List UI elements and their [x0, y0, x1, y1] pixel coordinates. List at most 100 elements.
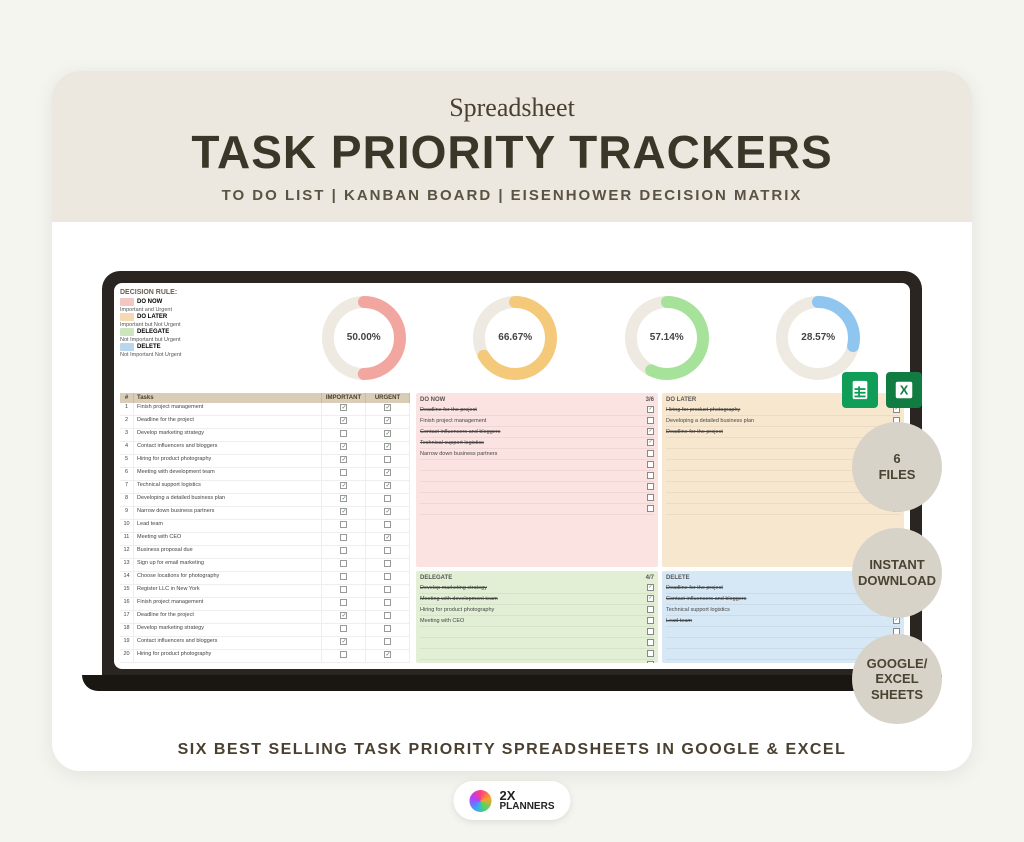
urgent-checkbox[interactable] — [384, 417, 391, 424]
svg-text:X: X — [900, 383, 909, 398]
script-label: Spreadsheet — [82, 93, 942, 123]
task-name: Develop marketing strategy — [134, 624, 322, 636]
legend-item: DELEGATE — [120, 328, 270, 336]
subtitle: TO DO LIST | KANBAN BOARD | EISENHOWER D… — [82, 187, 942, 204]
task-name: Finish project management — [134, 598, 322, 610]
important-checkbox[interactable] — [340, 534, 347, 541]
quad-checkbox[interactable] — [647, 439, 654, 446]
urgent-checkbox[interactable] — [384, 456, 391, 463]
quad-title: DELEGATE — [420, 575, 452, 581]
important-checkbox[interactable] — [340, 482, 347, 489]
quad-checkbox[interactable] — [647, 617, 654, 624]
legend-swatch — [120, 298, 134, 306]
feature-badge: GOOGLE/EXCELSHEETS — [852, 634, 942, 724]
urgent-checkbox[interactable] — [384, 443, 391, 450]
table-row: 13 Sign up for email marketing — [120, 559, 410, 572]
urgent-checkbox[interactable] — [384, 547, 391, 554]
important-checkbox[interactable] — [340, 573, 347, 580]
urgent-checkbox[interactable] — [384, 469, 391, 476]
quad-checkbox[interactable] — [647, 417, 654, 424]
urgent-checkbox[interactable] — [384, 638, 391, 645]
task-name: Deadline for the project — [134, 416, 322, 428]
important-checkbox[interactable] — [340, 651, 347, 658]
quad-item: Deadline for the project — [420, 405, 654, 416]
footer-text: SIX BEST SELLING TASK PRIORITY SPREADSHE… — [52, 729, 972, 771]
quad-item: Contact influencers and bloggers — [420, 427, 654, 438]
urgent-checkbox[interactable] — [384, 495, 391, 502]
important-checkbox[interactable] — [340, 560, 347, 567]
urgent-checkbox[interactable] — [384, 573, 391, 580]
task-name: Hiring for product photography — [134, 650, 322, 662]
legend-desc: Not Important Not Urgent — [120, 352, 270, 358]
table-row: 5 Hiring for product photography — [120, 455, 410, 468]
urgent-checkbox[interactable] — [384, 404, 391, 411]
quad-checkbox[interactable] — [647, 584, 654, 591]
task-name: Narrow down business partners — [134, 507, 322, 519]
urgent-checkbox[interactable] — [384, 534, 391, 541]
google-sheets-icon — [842, 372, 878, 408]
important-checkbox[interactable] — [340, 547, 347, 554]
important-checkbox[interactable] — [340, 495, 347, 502]
task-name: Develop marketing strategy — [134, 429, 322, 441]
urgent-checkbox[interactable] — [384, 625, 391, 632]
donut-percent: 57.14% — [650, 332, 684, 343]
donut-percent: 66.67% — [498, 332, 532, 343]
quad-checkbox[interactable] — [647, 606, 654, 613]
main-title: TASK PRIORITY TRACKERS — [82, 125, 942, 179]
table-row: 10 Lead team — [120, 520, 410, 533]
legend-swatch — [120, 328, 134, 336]
task-name: Business proposal due — [134, 546, 322, 558]
table-row: 3 Develop marketing strategy — [120, 429, 410, 442]
important-checkbox[interactable] — [340, 430, 347, 437]
decision-rule-legend: DECISION RULE: DO NOW Important and Urge… — [120, 289, 270, 387]
table-row: 20 Hiring for product photography — [120, 650, 410, 663]
table-row: 14 Choose locations for photography — [120, 572, 410, 585]
task-name: Meeting with development team — [134, 468, 322, 480]
legend-item: DO LATER — [120, 313, 270, 321]
important-checkbox[interactable] — [340, 638, 347, 645]
brand-pill: 2X PLANNERS — [453, 781, 570, 820]
urgent-checkbox[interactable] — [384, 482, 391, 489]
quad-title: DO LATER — [666, 397, 696, 403]
urgent-checkbox[interactable] — [384, 586, 391, 593]
task-name: Lead team — [134, 520, 322, 532]
quad-item: Narrow down business partners — [420, 449, 654, 460]
important-checkbox[interactable] — [340, 599, 347, 606]
task-name: Deadline for the project — [134, 611, 322, 623]
brand-name: 2X PLANNERS — [499, 789, 554, 812]
table-row: 2 Deadline for the project — [120, 416, 410, 429]
important-checkbox[interactable] — [340, 443, 347, 450]
quad-item: Technical support logistics — [420, 438, 654, 449]
urgent-checkbox[interactable] — [384, 430, 391, 437]
urgent-checkbox[interactable] — [384, 599, 391, 606]
important-checkbox[interactable] — [340, 469, 347, 476]
task-name: Technical support logistics — [134, 481, 322, 493]
important-checkbox[interactable] — [340, 586, 347, 593]
important-checkbox[interactable] — [340, 404, 347, 411]
donut-percent: 50.00% — [347, 332, 381, 343]
task-name: Meeting with CEO — [134, 533, 322, 545]
urgent-checkbox[interactable] — [384, 521, 391, 528]
important-checkbox[interactable] — [340, 612, 347, 619]
urgent-checkbox[interactable] — [384, 508, 391, 515]
important-checkbox[interactable] — [340, 417, 347, 424]
quad-checkbox[interactable] — [647, 428, 654, 435]
quad-checkbox[interactable] — [647, 406, 654, 413]
important-checkbox[interactable] — [340, 456, 347, 463]
quadrant-donow: DO NOW3/6 Deadline for the projectFinish… — [416, 393, 658, 567]
urgent-checkbox[interactable] — [384, 560, 391, 567]
task-name: Finish project management — [134, 403, 322, 415]
quad-item: Develop marketing strategy — [420, 583, 654, 594]
urgent-checkbox[interactable] — [384, 651, 391, 658]
important-checkbox[interactable] — [340, 508, 347, 515]
eisenhower-matrix: DO NOW3/6 Deadline for the projectFinish… — [416, 393, 904, 663]
excel-icon: X — [886, 372, 922, 408]
quad-checkbox[interactable] — [647, 595, 654, 602]
quad-checkbox[interactable] — [647, 450, 654, 457]
quad-count: 3/6 — [646, 397, 654, 403]
feature-badges: 6FILESINSTANTDOWNLOADGOOGLE/EXCELSHEETS — [852, 422, 942, 724]
important-checkbox[interactable] — [340, 625, 347, 632]
important-checkbox[interactable] — [340, 521, 347, 528]
quad-title: DO NOW — [420, 397, 445, 403]
urgent-checkbox[interactable] — [384, 612, 391, 619]
